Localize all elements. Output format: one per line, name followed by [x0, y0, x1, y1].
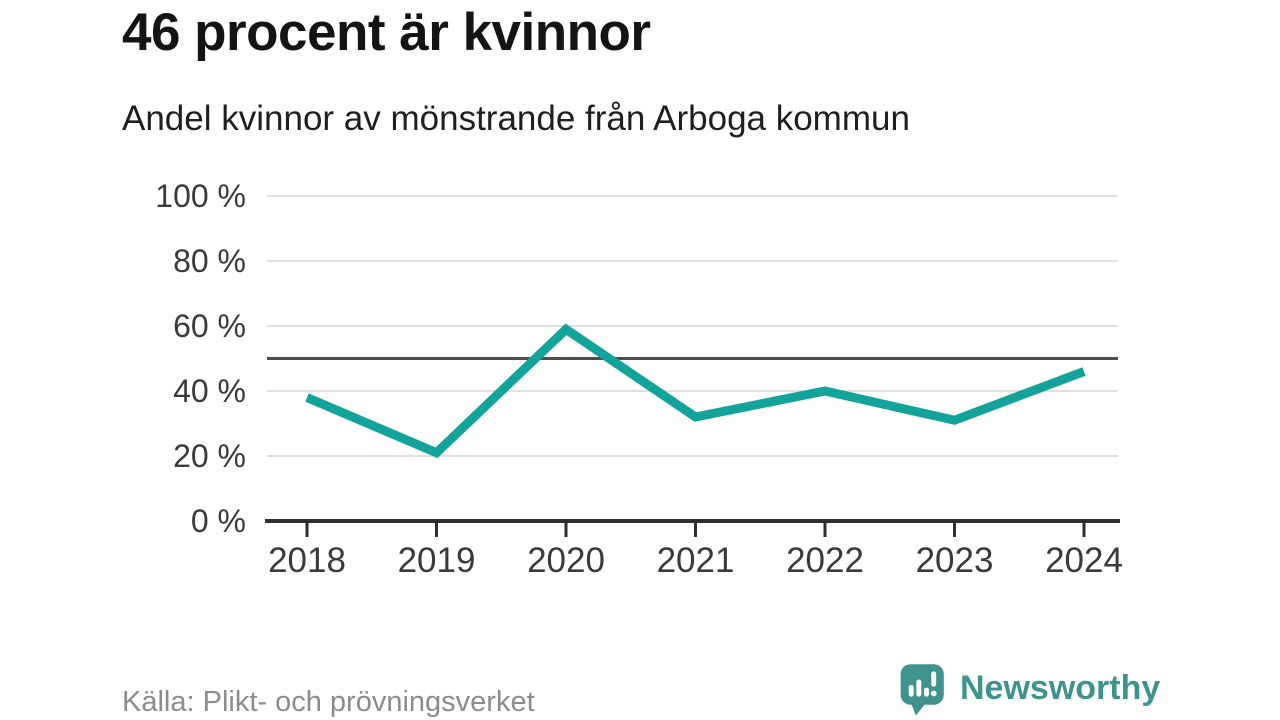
- x-axis-tick-label: 2018: [268, 541, 346, 580]
- x-axis-tick-label: 2021: [657, 541, 735, 580]
- y-axis-tick-label: 100 %: [155, 178, 246, 214]
- page-title: 46 procent är kvinnor: [122, 3, 651, 62]
- y-axis-tick-label: 60 %: [173, 308, 246, 344]
- y-axis-tick-label: 80 %: [173, 243, 246, 279]
- x-axis-tick-label: 2024: [1045, 541, 1123, 580]
- x-axis-tick-label: 2020: [527, 541, 605, 580]
- y-axis-tick-label: 40 %: [173, 373, 246, 409]
- newsworthy-logo: Newsworthy: [897, 660, 1160, 717]
- y-axis-tick-label: 0 %: [191, 503, 246, 539]
- x-axis-tick-label: 2019: [398, 541, 476, 580]
- chart-subtitle: Andel kvinnor av mönstrande från Arboga …: [122, 99, 910, 138]
- newsworthy-speech-bubble-chart-icon: [900, 664, 944, 716]
- source-attribution: Källa: Plikt- och prövningsverket: [122, 686, 535, 718]
- y-axis-tick-label: 20 %: [173, 438, 246, 474]
- data-line-andel-kvinnor: [305, 323, 1086, 459]
- x-axis-tick-label: 2023: [916, 541, 994, 580]
- x-axis-tick-label: 2022: [786, 541, 864, 580]
- brand-name: Newsworthy: [960, 669, 1161, 707]
